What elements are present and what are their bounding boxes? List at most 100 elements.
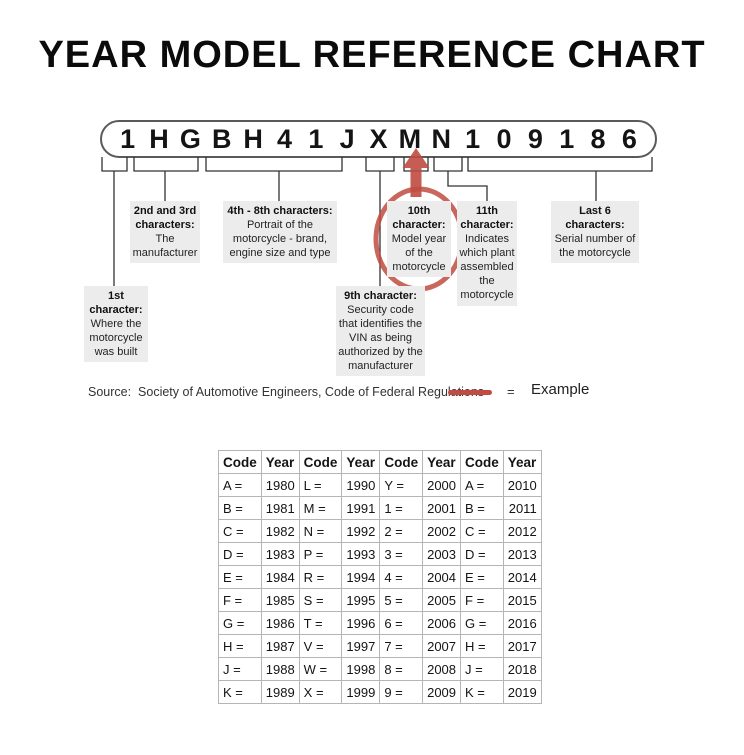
code-cell: 9 = xyxy=(379,680,424,704)
code-cell: D = xyxy=(218,542,262,566)
year-cell: 2000 xyxy=(422,473,462,497)
year-cell: 2017 xyxy=(502,634,542,658)
code-cell: 1 = xyxy=(379,496,424,520)
code-cell: K = xyxy=(218,680,262,704)
code-cell: E = xyxy=(218,565,262,589)
year-cell: 1997 xyxy=(341,634,381,658)
source-attribution: Source: Society of Automotive Engineers,… xyxy=(88,385,485,399)
year-cell: 2018 xyxy=(502,657,542,681)
year-cell: 1996 xyxy=(341,611,381,635)
code-cell: J = xyxy=(460,657,504,681)
vin-character: 1 xyxy=(559,123,575,154)
year-cell: 1984 xyxy=(260,565,300,589)
code-cell: P = xyxy=(298,542,343,566)
vin-character: B xyxy=(212,123,232,154)
table-column-header: Year xyxy=(341,450,381,474)
page-title: YEAR MODEL REFERENCE CHART xyxy=(38,34,706,76)
vin-character: 1 xyxy=(465,123,481,154)
year-cell: 1992 xyxy=(341,519,381,543)
code-cell: X = xyxy=(298,680,343,704)
callout-body: Model year of the motorcycle xyxy=(391,233,447,274)
vin-character: 1 xyxy=(308,123,324,154)
year-cell: 2019 xyxy=(502,680,542,704)
callout-4th-8th-characters: 4th - 8th characters: Portrait of the mo… xyxy=(223,201,337,264)
year-cell: 1991 xyxy=(341,496,381,520)
code-cell: M = xyxy=(298,496,343,520)
vin-character: M xyxy=(398,123,422,154)
code-cell: 5 = xyxy=(379,588,424,612)
code-cell: N = xyxy=(298,519,343,543)
year-cell: 2005 xyxy=(422,588,462,612)
legend-example-label: Example xyxy=(531,381,590,398)
year-cell: 1980 xyxy=(260,473,300,497)
vin-character: H xyxy=(243,123,263,154)
year-cell: 2010 xyxy=(502,473,542,497)
year-cell: 2006 xyxy=(422,611,462,635)
callout-body: Security code that identifies the VIN as… xyxy=(338,304,423,373)
year-cell: 1993 xyxy=(341,542,381,566)
vin-character: G xyxy=(179,123,201,154)
callout-body: Serial number of the motorcycle xyxy=(554,233,636,260)
vin-character: N xyxy=(431,123,452,154)
year-cell: 1989 xyxy=(260,680,300,704)
table-column-header: Year xyxy=(260,450,300,474)
year-cell: 2014 xyxy=(502,565,542,589)
table-row: J = 1988 W = 1998 8 = 2008 J = 2018 xyxy=(218,657,542,681)
callout-title: 10th character: xyxy=(392,205,446,232)
year-cell: 1990 xyxy=(341,473,381,497)
year-cell: 2007 xyxy=(422,634,462,658)
year-cell: 2012 xyxy=(502,519,542,543)
code-cell: 4 = xyxy=(379,565,424,589)
year-cell: 1994 xyxy=(341,565,381,589)
callout-2nd-3rd-characters: 2nd and 3rd characters: The manufacturer xyxy=(130,201,200,264)
year-cell: 2015 xyxy=(502,588,542,612)
code-cell: D = xyxy=(460,542,504,566)
callout-11th-character: 11th character: Indicates which plant as… xyxy=(457,201,517,306)
callout-title: Last 6 characters: xyxy=(565,205,625,232)
table-row: D = 1983 P = 1993 3 = 2003 D = 2013 xyxy=(218,542,542,566)
callout-body: Portrait of the motorcycle - brand, engi… xyxy=(229,219,331,260)
vin-character: 9 xyxy=(527,123,543,154)
table-column-header: Code xyxy=(218,450,262,474)
connector-char10 xyxy=(403,157,429,172)
connector-char1 xyxy=(101,157,128,288)
year-cell: 1999 xyxy=(341,680,381,704)
callout-title: 1st character: xyxy=(89,290,143,317)
connector-char2-3 xyxy=(133,157,199,201)
code-cell: B = xyxy=(218,496,262,520)
vin-character: X xyxy=(369,123,388,154)
code-cell: 7 = xyxy=(379,634,424,658)
connector-char4-8 xyxy=(205,157,343,201)
callout-title: 9th character: xyxy=(344,290,417,302)
year-cell: 1995 xyxy=(341,588,381,612)
code-cell: A = xyxy=(460,473,504,497)
year-cell: 1983 xyxy=(260,542,300,566)
year-cell: 2009 xyxy=(422,680,462,704)
table-row: G = 1986 T = 1996 6 = 2006 G = 2016 xyxy=(218,611,542,635)
table-row: H = 1987 V = 1997 7 = 2007 H = 2017 xyxy=(218,634,542,658)
code-cell: L = xyxy=(298,473,343,497)
vin-character: H xyxy=(149,123,169,154)
year-cell: 2002 xyxy=(422,519,462,543)
code-cell: V = xyxy=(298,634,343,658)
table-row: A = 1980 L = 1990 Y = 2000 A = 2010 xyxy=(218,473,542,497)
vin-character: 8 xyxy=(590,123,606,154)
table-column-header: Year xyxy=(422,450,462,474)
table-column-header: Code xyxy=(460,450,504,474)
year-cell: 1981 xyxy=(260,496,300,520)
table-row: F = 1985 S = 1995 5 = 2005 F = 2015 xyxy=(218,588,542,612)
year-cell: 2008 xyxy=(422,657,462,681)
vin-character: 1 xyxy=(120,123,136,154)
year-cell: 2011 xyxy=(502,496,542,520)
code-cell: 8 = xyxy=(379,657,424,681)
year-cell: 1982 xyxy=(260,519,300,543)
table-row: C = 1982 N = 1992 2 = 2002 C = 2012 xyxy=(218,519,542,543)
code-cell: R = xyxy=(298,565,343,589)
table-row: K = 1989 X = 1999 9 = 2009 K = 2019 xyxy=(218,680,542,704)
code-cell: H = xyxy=(218,634,262,658)
connector-last6 xyxy=(467,157,653,201)
year-cell: 2016 xyxy=(502,611,542,635)
year-code-table-body: A = 1980 L = 1990 Y = 2000 A = 2010 B = 1981 M = 19… xyxy=(218,473,542,704)
